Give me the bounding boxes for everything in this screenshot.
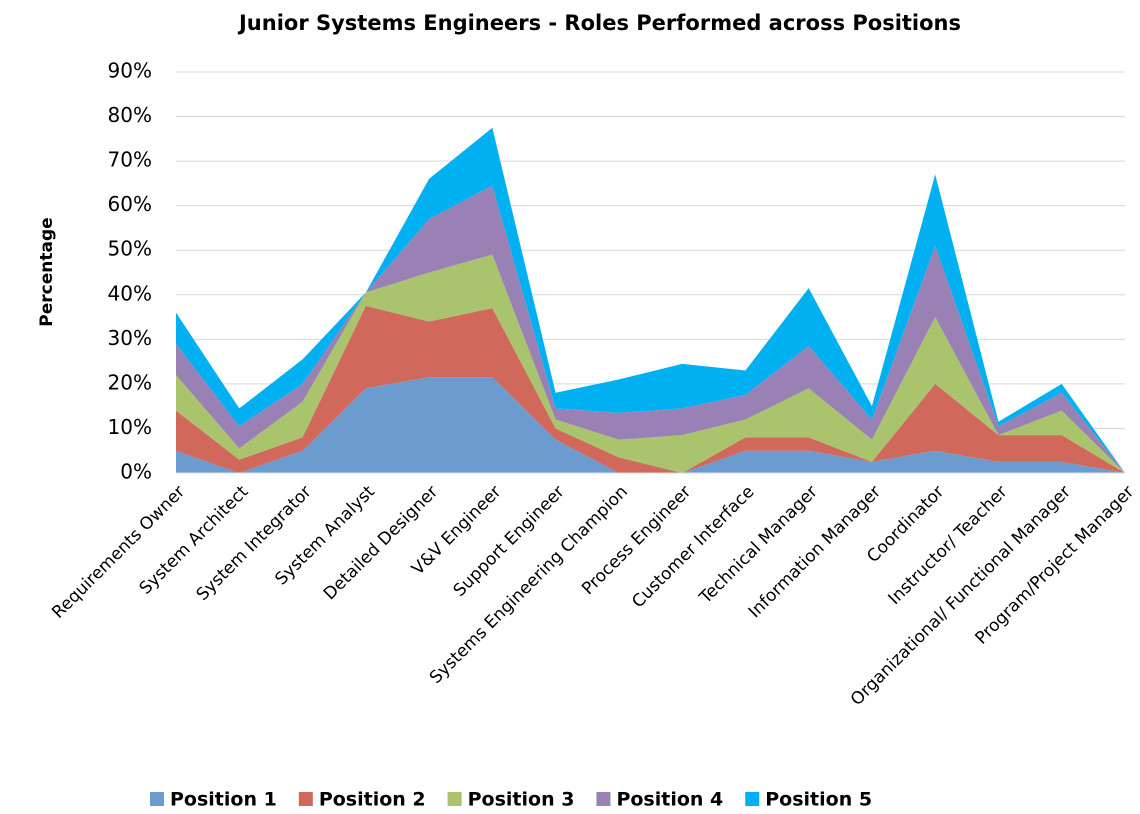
x-tick-label: Support Engineer <box>450 482 569 601</box>
x-tick-label: Customer Interface <box>628 482 758 612</box>
x-tick-label: System Integrator <box>193 482 316 605</box>
y-tick-label: 20% <box>108 370 152 394</box>
legend-swatch <box>298 792 313 806</box>
y-tick-label: 70% <box>108 148 152 172</box>
y-tick-label: 40% <box>108 281 152 305</box>
x-tick-label: Organizational/ Functional Manager <box>847 482 1075 710</box>
y-tick-label: 60% <box>108 192 152 216</box>
legend-label: Position 4 <box>616 789 723 811</box>
area <box>176 127 1125 473</box>
legend-swatch <box>596 792 611 806</box>
y-tick-label: 90% <box>108 59 152 83</box>
legend-swatch <box>745 792 760 806</box>
x-tick-label: System Architect <box>136 482 253 599</box>
area <box>176 377 1125 473</box>
area <box>176 254 1125 473</box>
y-axis-label: Percentage <box>37 217 57 326</box>
legend-label: Position 3 <box>468 789 575 811</box>
x-tick-label: Technical Manager <box>695 482 822 609</box>
chart-title: Junior Systems Engineers - Roles Perform… <box>237 11 961 35</box>
area <box>176 185 1125 473</box>
legend-label: Position 5 <box>765 789 872 811</box>
area <box>176 305 1125 473</box>
x-tick-label: Instructor/ Teacher <box>885 482 1012 609</box>
x-tick-label: Detailed Designer <box>320 482 442 604</box>
legend-label: Position 2 <box>319 789 426 811</box>
y-tick-label: 50% <box>108 237 152 261</box>
y-tick-label: 30% <box>108 326 152 350</box>
y-tick-label: 0% <box>120 460 152 484</box>
y-tick-label: 80% <box>108 103 152 127</box>
legend-swatch <box>447 792 462 806</box>
x-tick-label: Process Engineer <box>578 482 695 599</box>
legend-label: Position 1 <box>170 789 277 811</box>
y-tick-label: 10% <box>108 415 152 439</box>
legend-swatch <box>150 792 164 806</box>
